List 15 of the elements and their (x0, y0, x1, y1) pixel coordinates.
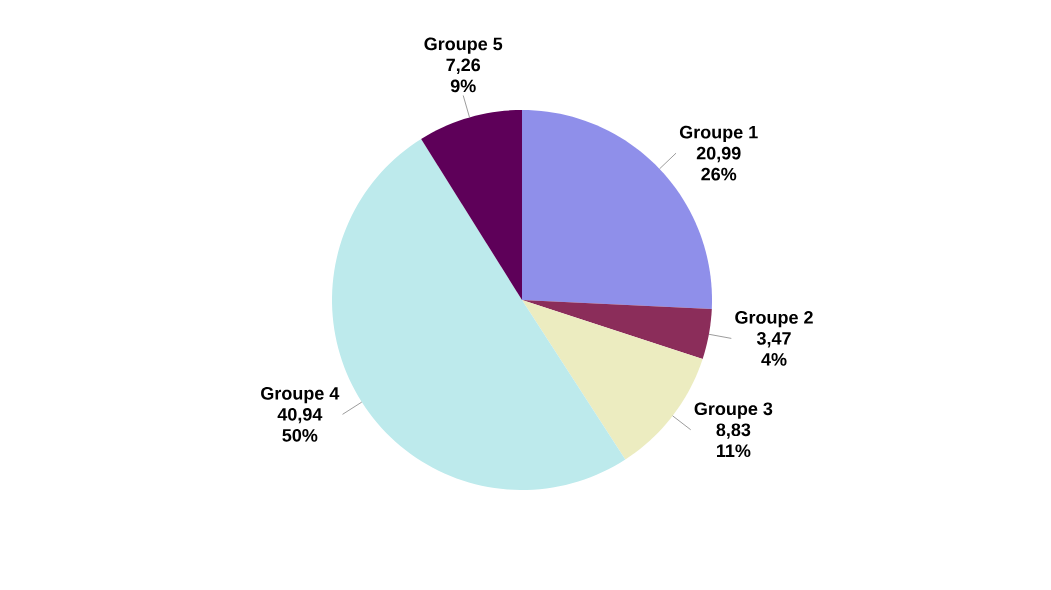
text: 50% (282, 428, 318, 442)
data-label: 7,26 (446, 58, 481, 74)
data-label: 3,47 (756, 332, 791, 348)
slice-label: Groupe 1 (679, 125, 758, 143)
data-label: 20,99 (696, 146, 741, 163)
slice-label: Groupe 3 (694, 402, 773, 419)
data-label: 8,83 (716, 423, 751, 439)
text: 11% (717, 444, 751, 458)
data-label: 40,94 (277, 407, 323, 424)
text: 4% (761, 353, 787, 366)
text: 9% (450, 79, 476, 93)
slice-label: Groupe 2 (735, 311, 813, 328)
slice-label: Groupe 5 (424, 37, 503, 54)
slice-label: Groupe 4 (261, 386, 340, 404)
text: 26% (701, 167, 737, 181)
